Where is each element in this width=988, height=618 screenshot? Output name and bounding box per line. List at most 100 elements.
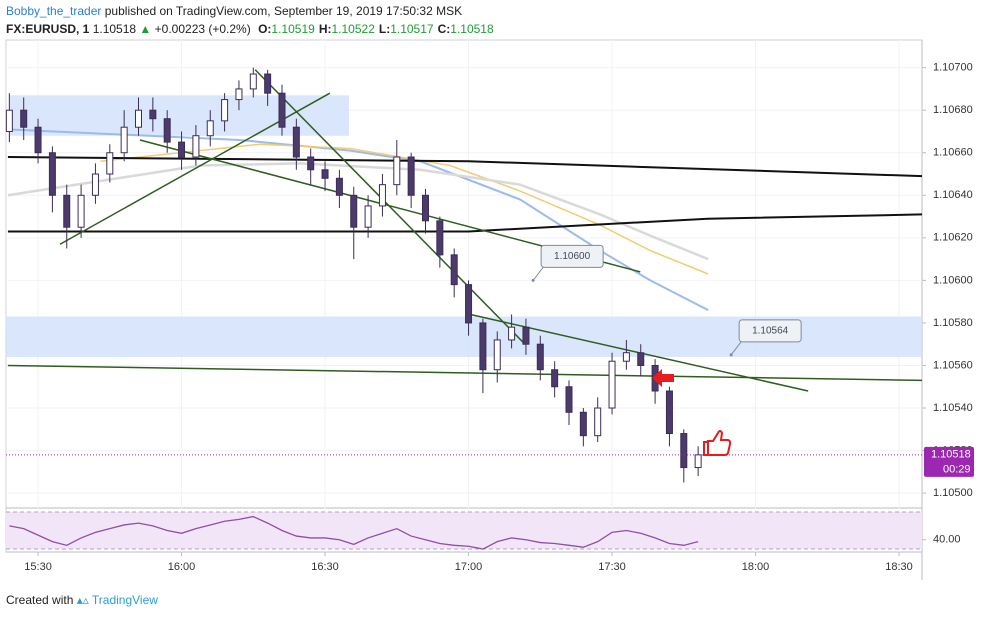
candle-body xyxy=(91,173,99,196)
y-tick-label: 1.10620 xyxy=(933,232,973,244)
candle-body xyxy=(694,454,702,469)
x-tick-label: 16:00 xyxy=(168,561,196,573)
rsi-band xyxy=(6,511,922,550)
candle-body xyxy=(292,126,300,158)
last-price-badge xyxy=(924,446,974,477)
chart: 1.105001.105201.105401.105601.105801.106… xyxy=(5,39,974,580)
ohlc-label: O: xyxy=(258,22,272,36)
x-tick-label: 18:00 xyxy=(742,561,770,573)
callout-anchor xyxy=(729,353,733,357)
author[interactable]: Bobby_the_trader xyxy=(6,4,102,18)
candle-body xyxy=(34,126,42,154)
callout-label: 1.10600 xyxy=(554,251,591,262)
thumbs-up-icon xyxy=(703,430,732,456)
footer-text: Created with xyxy=(6,593,74,607)
candle-body xyxy=(106,152,114,175)
candle-body xyxy=(364,205,372,228)
candle-body xyxy=(149,109,157,120)
y-tick-label: 1.10660 xyxy=(933,147,973,159)
change: +0.00223 (+0.2%) xyxy=(154,22,251,36)
line xyxy=(7,162,709,261)
candle-body xyxy=(307,156,315,171)
candle-body xyxy=(680,433,688,469)
candle-body xyxy=(5,109,13,132)
header-line: Bobby_the_trader published on TradingVie… xyxy=(6,4,462,18)
candle-body xyxy=(551,369,559,388)
line xyxy=(7,156,923,178)
candle-body xyxy=(665,390,673,435)
ohlc-value: 1.10519 xyxy=(271,22,315,36)
candle-body xyxy=(393,156,401,186)
y-tick-label: 1.10680 xyxy=(933,104,973,116)
up-arrow: ▲ xyxy=(139,22,152,36)
candle-body xyxy=(350,194,358,228)
footer: Created with ▴▵ TradingView xyxy=(6,593,158,607)
ohlc-value: 1.10517 xyxy=(390,22,434,36)
rsi-line xyxy=(9,515,699,550)
candle-body xyxy=(221,99,229,122)
x-tick-label: 18:30 xyxy=(885,561,913,573)
ohlc-label: L: xyxy=(378,22,391,36)
red-arrow-icon xyxy=(652,369,674,387)
candle-body xyxy=(278,92,286,128)
candle-body xyxy=(465,284,473,324)
candle-body xyxy=(20,109,28,128)
callout-label: 1.10564 xyxy=(752,325,789,336)
candle-body xyxy=(120,126,128,154)
line xyxy=(254,69,526,345)
x-tick-label: 17:30 xyxy=(598,561,626,573)
candle-body xyxy=(508,326,516,341)
callout-pointer xyxy=(730,341,742,356)
candle-body xyxy=(608,360,616,409)
candle-body xyxy=(565,386,573,413)
symbol-line: FX:EURUSD, 1 1.10518 ▲ +0.00223 (+0.2%) … xyxy=(6,22,494,36)
ohlc-label: C: xyxy=(437,22,451,36)
ohlc-label: H: xyxy=(318,22,332,36)
candle-body xyxy=(450,254,458,286)
line xyxy=(7,128,709,312)
callout-anchor xyxy=(531,278,535,282)
symbol: FX:EURUSD, 1 xyxy=(6,22,90,36)
candle-body xyxy=(579,411,587,437)
candle-body xyxy=(235,88,243,101)
candle-body xyxy=(48,152,56,196)
ohlc-value: 1.10518 xyxy=(450,22,494,36)
candle-body xyxy=(421,194,429,222)
candle-body xyxy=(536,343,544,371)
last-price-label: 1.10518 xyxy=(931,449,971,461)
candle-body xyxy=(594,407,602,437)
candle-body xyxy=(163,118,171,143)
candle-body xyxy=(407,156,415,196)
candle-body xyxy=(493,339,501,371)
candle-body xyxy=(335,177,343,196)
logo-icon: ▴▵ xyxy=(76,593,89,607)
candle-body xyxy=(622,352,630,362)
rsi-tick-label: 40.00 xyxy=(933,534,961,546)
candle-body xyxy=(436,220,444,256)
candle-body xyxy=(178,141,186,158)
footer-brand[interactable]: TradingView xyxy=(91,593,158,607)
line xyxy=(7,213,923,233)
countdown: 00:29 xyxy=(943,464,971,476)
y-tick-label: 1.10500 xyxy=(933,487,973,499)
y-tick-label: 1.10700 xyxy=(933,62,973,74)
x-tick-label: 16:30 xyxy=(311,561,339,573)
zone xyxy=(9,95,349,136)
candle-body xyxy=(522,326,530,345)
candle-body xyxy=(192,135,200,158)
y-tick-label: 1.10640 xyxy=(933,189,973,201)
line xyxy=(7,364,923,382)
candle-body xyxy=(479,322,487,371)
ohlc-value: 1.10522 xyxy=(331,22,375,36)
published: published on TradingView.com, September … xyxy=(104,4,463,18)
candle-body xyxy=(249,73,257,90)
candle-body xyxy=(321,169,329,179)
callout-box xyxy=(738,319,802,343)
callout-pointer xyxy=(532,267,544,281)
candle-body xyxy=(77,194,85,228)
candle-body xyxy=(63,194,71,228)
candle-body xyxy=(378,184,386,207)
candle-body xyxy=(134,109,142,128)
last: 1.10518 xyxy=(92,22,137,36)
